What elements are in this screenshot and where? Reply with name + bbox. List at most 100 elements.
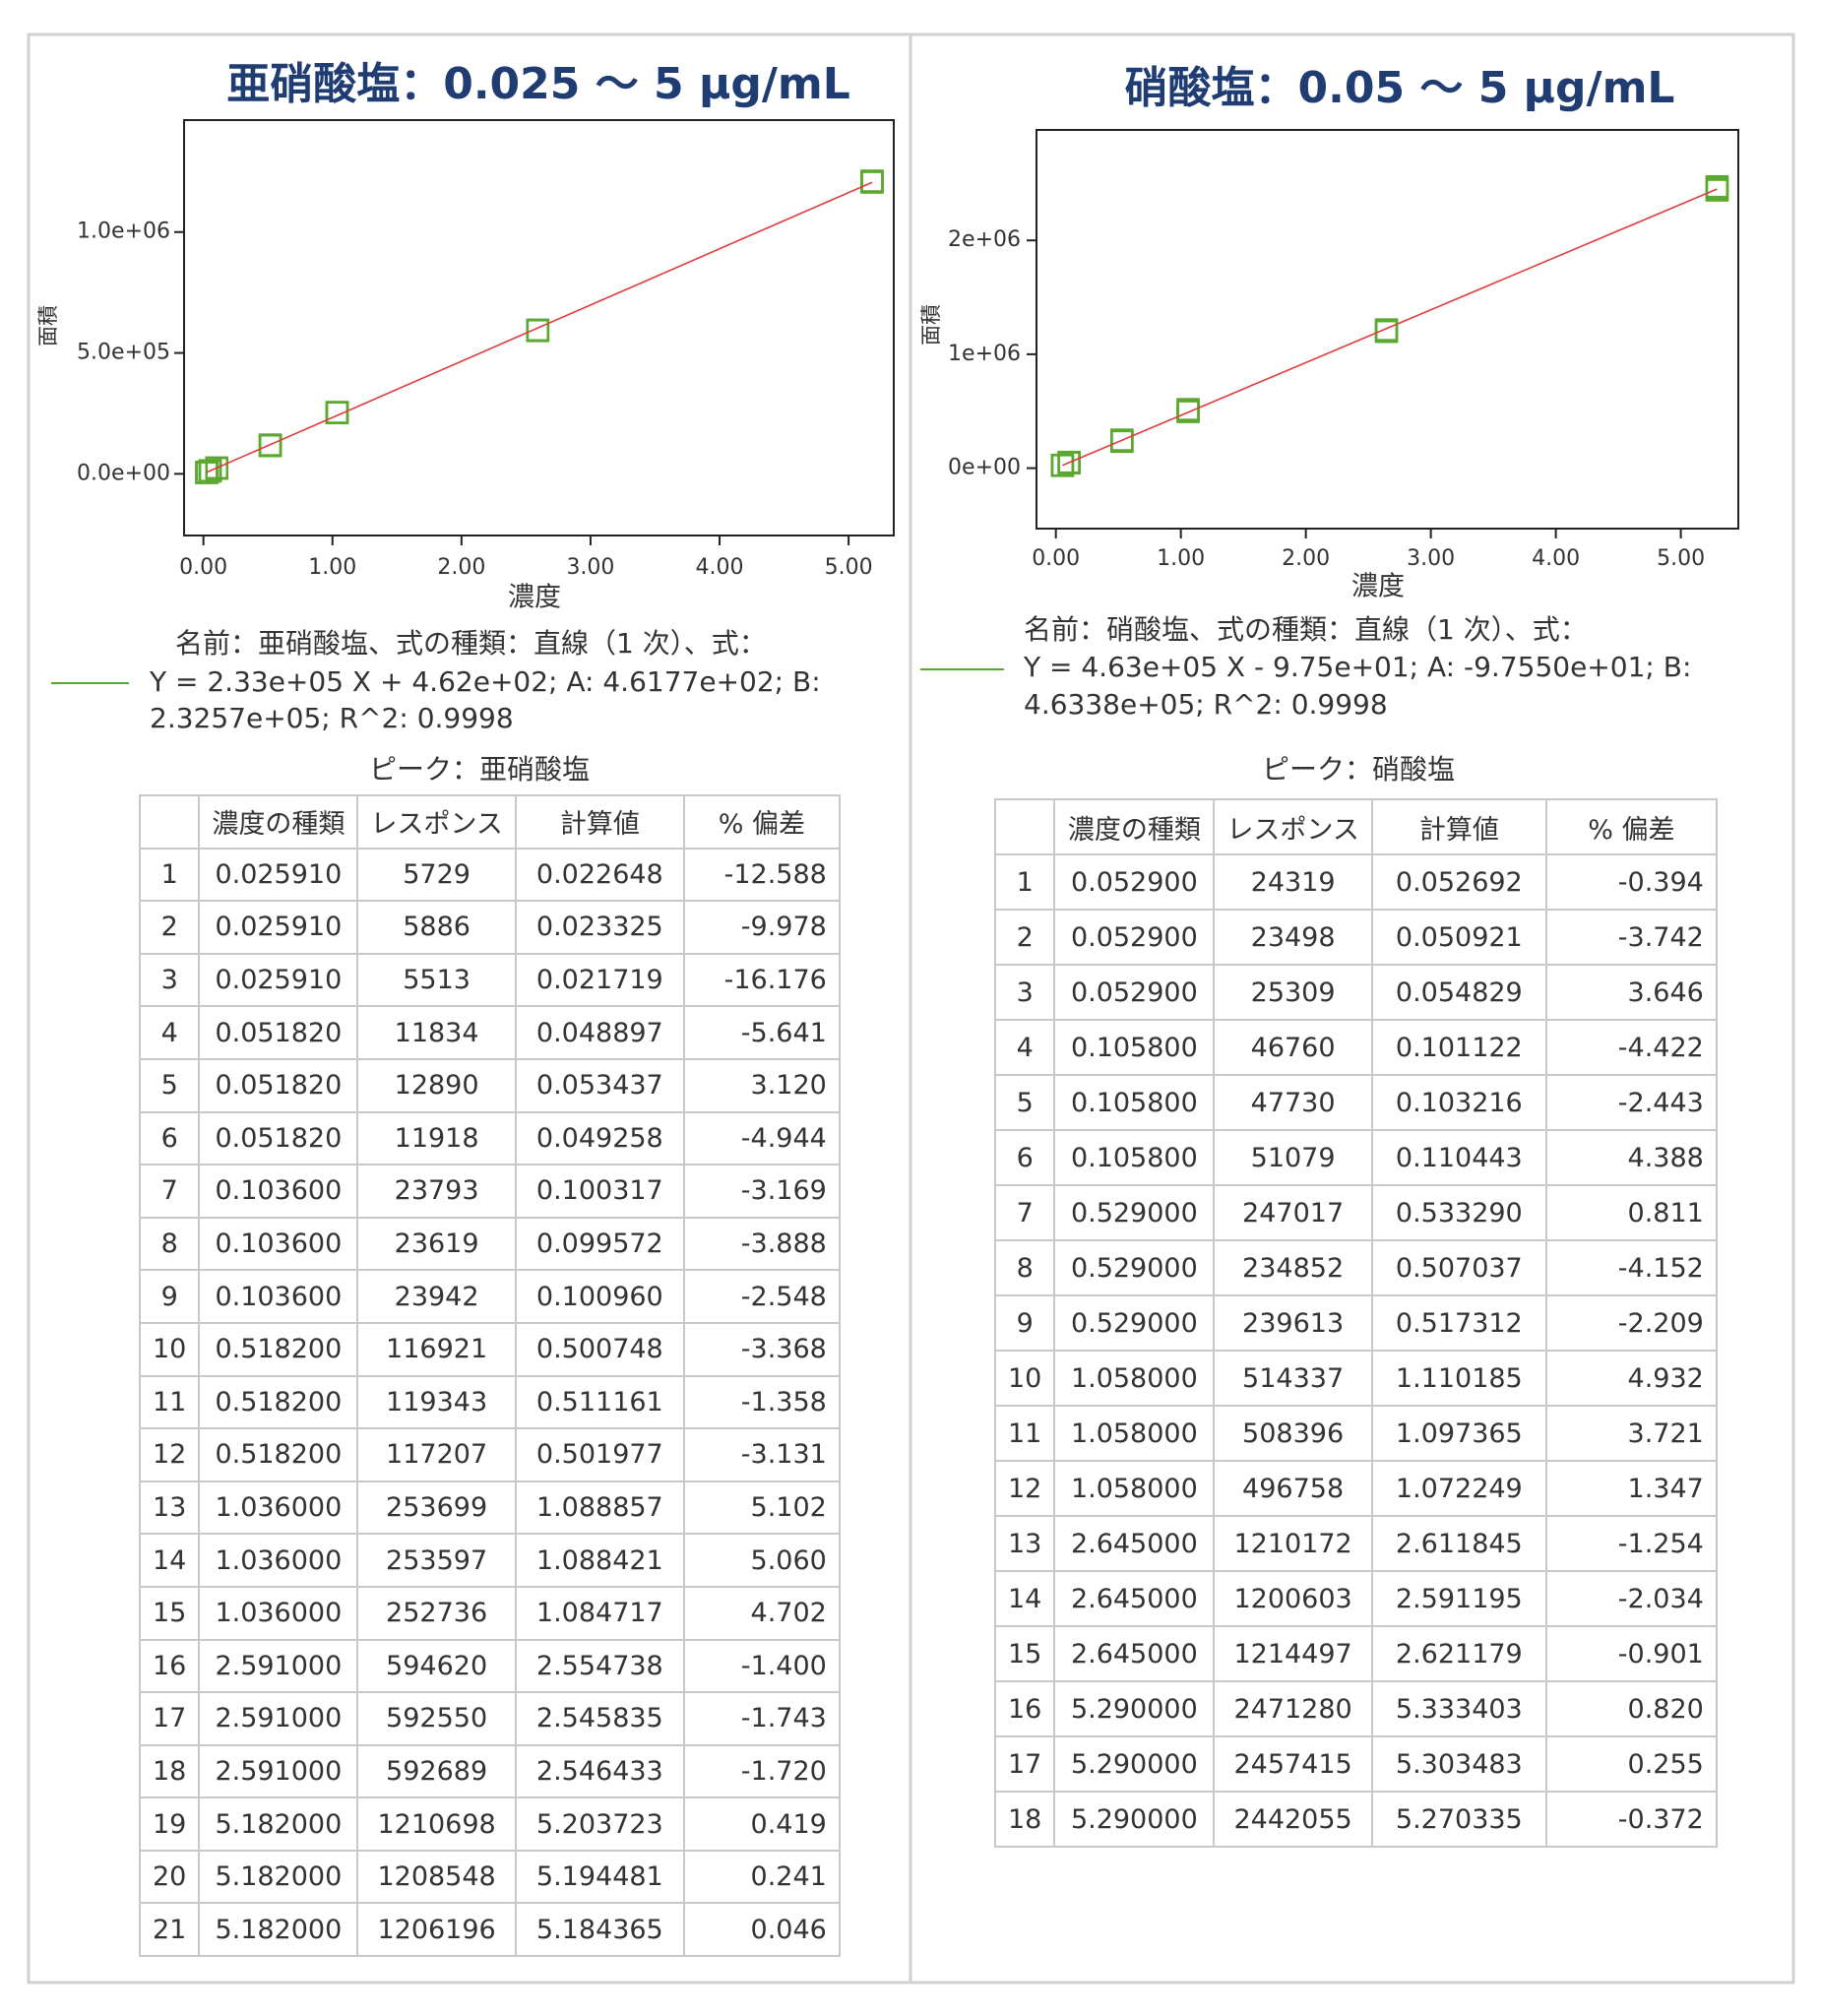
cell: 3.721 [1544, 1405, 1718, 1462]
cell: -2.548 [682, 1269, 841, 1324]
cell: 0.103600 [198, 1164, 359, 1219]
plot-area [183, 119, 895, 536]
cell: 252736 [356, 1585, 517, 1641]
cell: -3.742 [1544, 909, 1718, 966]
row: 10 1.058000 514337 1.110185 4.932 [993, 1350, 1718, 1407]
cell: -5.641 [682, 1005, 841, 1060]
cell: 5.060 [682, 1533, 841, 1588]
x-tick-label: 2.00 [1282, 546, 1330, 571]
cell: 1.058000 [1053, 1350, 1216, 1407]
cell: 2457415 [1213, 1735, 1373, 1793]
cell: 1 [993, 853, 1056, 911]
cell: 23619 [356, 1216, 517, 1272]
cell: 18 [993, 1791, 1056, 1848]
cell: 0.529000 [1053, 1294, 1216, 1352]
cell: 2.591195 [1370, 1570, 1547, 1627]
cell: 3 [138, 952, 201, 1008]
cell: 1.084717 [514, 1585, 685, 1641]
header-cell: 濃度の種類 [198, 794, 359, 850]
cell: 11918 [356, 1110, 517, 1166]
cell: 14 [993, 1570, 1056, 1627]
legend-text: Y = 2.33e+05 X + 4.62e+02; A: 4.6177e+02… [149, 665, 821, 698]
cell: 9 [138, 1269, 201, 1324]
cell: 1.058000 [1053, 1460, 1216, 1517]
header-row: 濃度の種類 レスポンス 計算値% 偏差 [138, 794, 841, 850]
point [1057, 450, 1081, 474]
cell: 239613 [1213, 1294, 1373, 1352]
cell: 5.184365 [514, 1902, 685, 1958]
cell: 508396 [1213, 1405, 1373, 1462]
cell: 0.051820 [198, 1005, 359, 1060]
x-tick-label: 1.00 [1157, 546, 1205, 571]
fit-line [1062, 188, 1718, 467]
cell: 11 [138, 1374, 201, 1430]
cell: 5 [993, 1074, 1056, 1131]
cell: 0.051820 [198, 1110, 359, 1166]
x-axis-label: 濃度 [1351, 572, 1405, 602]
row: 1 0.052900 24319 0.052692 -0.394 [993, 853, 1718, 911]
y-tick-label: 2e+06 [948, 227, 1021, 252]
cell: 13 [138, 1480, 201, 1536]
cell: -1.400 [682, 1638, 841, 1694]
cell: -4.152 [1544, 1239, 1718, 1296]
cell: 5.270335 [1370, 1791, 1547, 1848]
cell: 6 [993, 1129, 1056, 1186]
header-cell: 濃度の種類 [1053, 798, 1216, 855]
cell: 6 [138, 1110, 201, 1166]
cell: 0.511161 [514, 1374, 685, 1430]
cell: 2.645000 [1053, 1625, 1216, 1682]
cell: 15 [993, 1625, 1056, 1682]
cell: 2442055 [1213, 1791, 1373, 1848]
cell: 0.025910 [198, 952, 359, 1008]
point [1705, 176, 1729, 201]
row: 4 0.051820 11834 0.048897 -5.641 [138, 1005, 841, 1060]
row: 5 0.051820 12890 0.053437 3.120 [138, 1057, 841, 1113]
cell: 9 [993, 1294, 1056, 1352]
cell: 11834 [356, 1005, 517, 1060]
cell: 1.058000 [1053, 1405, 1216, 1462]
y-tick-label: 0e+00 [948, 456, 1021, 480]
header-cell [993, 798, 1056, 855]
point [1705, 178, 1729, 202]
row: 5 0.105800 47730 0.103216 -2.443 [993, 1074, 1718, 1131]
cell: 0.099572 [514, 1216, 685, 1272]
row: 3 0.052900 25309 0.054829 3.646 [993, 964, 1718, 1021]
cell: 12 [138, 1427, 201, 1482]
row: 17 2.591000 592550 2.545835 -1.743 [138, 1691, 841, 1746]
row: 11 1.058000 508396 1.097365 3.721 [993, 1405, 1718, 1462]
row: 16 2.591000 594620 2.554738 -1.400 [138, 1638, 841, 1694]
row: 8 0.103600 23619 0.099572 -3.888 [138, 1216, 841, 1272]
row: 2 0.052900 23498 0.050921 -3.742 [993, 909, 1718, 966]
cell: -3.888 [682, 1216, 841, 1272]
row: 10 0.518200 116921 0.500748 -3.368 [138, 1321, 841, 1377]
cell: 2.545835 [514, 1691, 685, 1746]
cell: 17 [993, 1735, 1056, 1793]
cell: 592689 [356, 1743, 517, 1799]
cell: 5.303483 [1370, 1735, 1547, 1793]
cell: -1.358 [682, 1374, 841, 1430]
row: 8 0.529000 234852 0.507037 -4.152 [993, 1239, 1718, 1296]
cell: 15 [138, 1585, 201, 1641]
cell: 3.120 [682, 1057, 841, 1113]
cell: 247017 [1213, 1184, 1373, 1241]
row: 12 1.058000 496758 1.072249 1.347 [993, 1460, 1718, 1517]
point [860, 169, 884, 193]
cell: 10 [993, 1350, 1056, 1407]
x-tick-label: 5.00 [825, 555, 873, 580]
cell: 21 [138, 1902, 201, 1958]
cell: 0.507037 [1370, 1239, 1547, 1296]
row: 12 0.518200 117207 0.501977 -3.131 [138, 1427, 841, 1482]
cell: 1.036000 [198, 1480, 359, 1536]
table-caption: ピーク：亜硝酸塩 [369, 753, 590, 786]
cell: 1208548 [356, 1849, 517, 1905]
row: 11 0.518200 119343 0.511161 -1.358 [138, 1374, 841, 1430]
cell: -1.720 [682, 1743, 841, 1799]
cell: -3.169 [682, 1164, 841, 1219]
cell: 592550 [356, 1691, 517, 1746]
cell: 0.529000 [1053, 1239, 1216, 1296]
fit-line [206, 181, 873, 473]
y-tick-label: 1e+06 [948, 342, 1021, 366]
x-tick-label: 4.00 [696, 555, 744, 580]
cell: 5.290000 [1053, 1791, 1216, 1848]
